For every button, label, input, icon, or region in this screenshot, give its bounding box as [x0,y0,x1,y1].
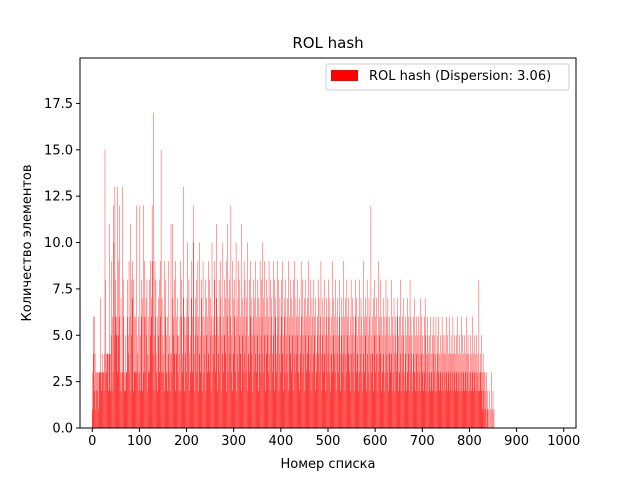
x-tick-label: 700 [410,434,435,449]
y-tick-label: 5.0 [52,329,73,344]
x-axis-ticks: 0 100 200 300 400 500 600 700 800 900 1000 [88,428,580,449]
y-axis-ticks: 0.0 2.5 5.0 7.5 10.0 12.5 15.0 17.5 [44,97,80,437]
legend: ROL hash (Dispersion: 3.06) [325,63,570,91]
y-tick-label: 10.0 [44,236,73,251]
x-tick-label: 200 [174,434,199,449]
y-tick-label: 0.0 [52,422,73,437]
y-tick-label: 2.5 [52,375,73,390]
x-tick-label: 400 [268,434,293,449]
x-tick-label: 500 [316,434,341,449]
chart-title: ROL hash [292,34,363,52]
x-tick-label: 100 [127,434,152,449]
x-tick-label: 300 [221,434,246,449]
x-tick-label: 800 [457,434,482,449]
x-axis-label: Номер списка [281,457,376,472]
y-tick-label: 12.5 [44,190,73,205]
legend-swatch [331,70,358,81]
x-tick-label: 600 [363,434,388,449]
x-tick-label: 0 [88,434,96,449]
bars-group [92,112,495,429]
x-tick-label: 1000 [547,434,580,449]
legend-entry-label: ROL hash (Dispersion: 3.06) [369,69,551,84]
y-tick-label: 7.5 [52,282,73,297]
y-tick-label: 17.5 [44,97,73,112]
legend-box [325,63,570,91]
y-axis-label: Количество элементов [20,164,35,321]
y-tick-label: 15.0 [44,143,73,158]
x-tick-label: 900 [504,434,529,449]
